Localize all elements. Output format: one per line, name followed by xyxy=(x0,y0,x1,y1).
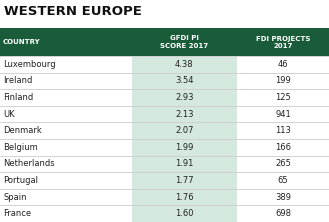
Text: Luxembourg: Luxembourg xyxy=(3,60,56,69)
Text: 46: 46 xyxy=(278,60,288,69)
Text: 113: 113 xyxy=(275,126,291,135)
Text: 1.76: 1.76 xyxy=(175,193,193,202)
Text: 65: 65 xyxy=(278,176,288,185)
Text: 1.60: 1.60 xyxy=(175,209,193,218)
Text: 2.07: 2.07 xyxy=(175,126,193,135)
Text: Netherlands: Netherlands xyxy=(3,159,55,168)
Text: 2.13: 2.13 xyxy=(175,110,193,119)
Text: 3.54: 3.54 xyxy=(175,76,193,85)
Text: 698: 698 xyxy=(275,209,291,218)
Text: Denmark: Denmark xyxy=(3,126,42,135)
Text: 199: 199 xyxy=(275,76,291,85)
Text: 1.99: 1.99 xyxy=(175,143,193,152)
Text: Spain: Spain xyxy=(3,193,27,202)
Text: GFDI PI
SCORE 2017: GFDI PI SCORE 2017 xyxy=(160,36,208,48)
Text: 166: 166 xyxy=(275,143,291,152)
Text: Ireland: Ireland xyxy=(3,76,32,85)
Text: Belgium: Belgium xyxy=(3,143,38,152)
Text: 389: 389 xyxy=(275,193,291,202)
Text: 2.93: 2.93 xyxy=(175,93,193,102)
Text: Finland: Finland xyxy=(3,93,33,102)
Text: Portugal: Portugal xyxy=(3,176,38,185)
Text: FDI PROJECTS
2017: FDI PROJECTS 2017 xyxy=(256,36,310,48)
Text: 941: 941 xyxy=(275,110,291,119)
Bar xyxy=(132,56,237,222)
Text: France: France xyxy=(3,209,31,218)
Text: 4.38: 4.38 xyxy=(175,60,193,69)
Text: 265: 265 xyxy=(275,159,291,168)
Text: 125: 125 xyxy=(275,93,291,102)
Text: UK: UK xyxy=(3,110,14,119)
Bar xyxy=(0,28,329,56)
Text: COUNTRY: COUNTRY xyxy=(3,39,40,45)
Text: WESTERN EUROPE: WESTERN EUROPE xyxy=(4,5,142,18)
Text: 1.77: 1.77 xyxy=(175,176,193,185)
Text: 1.91: 1.91 xyxy=(175,159,193,168)
